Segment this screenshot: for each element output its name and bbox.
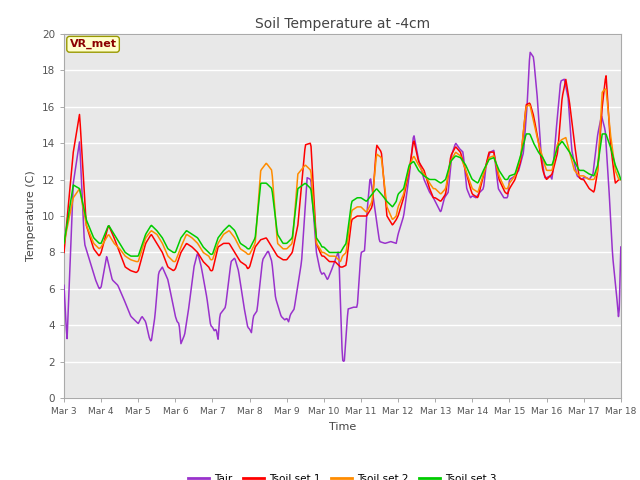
Text: VR_met: VR_met [70, 39, 116, 49]
Legend: Tair, Tsoil set 1, Tsoil set 2, Tsoil set 3: Tair, Tsoil set 1, Tsoil set 2, Tsoil se… [184, 470, 500, 480]
Y-axis label: Temperature (C): Temperature (C) [26, 170, 36, 262]
X-axis label: Time: Time [329, 422, 356, 432]
Title: Soil Temperature at -4cm: Soil Temperature at -4cm [255, 17, 430, 31]
